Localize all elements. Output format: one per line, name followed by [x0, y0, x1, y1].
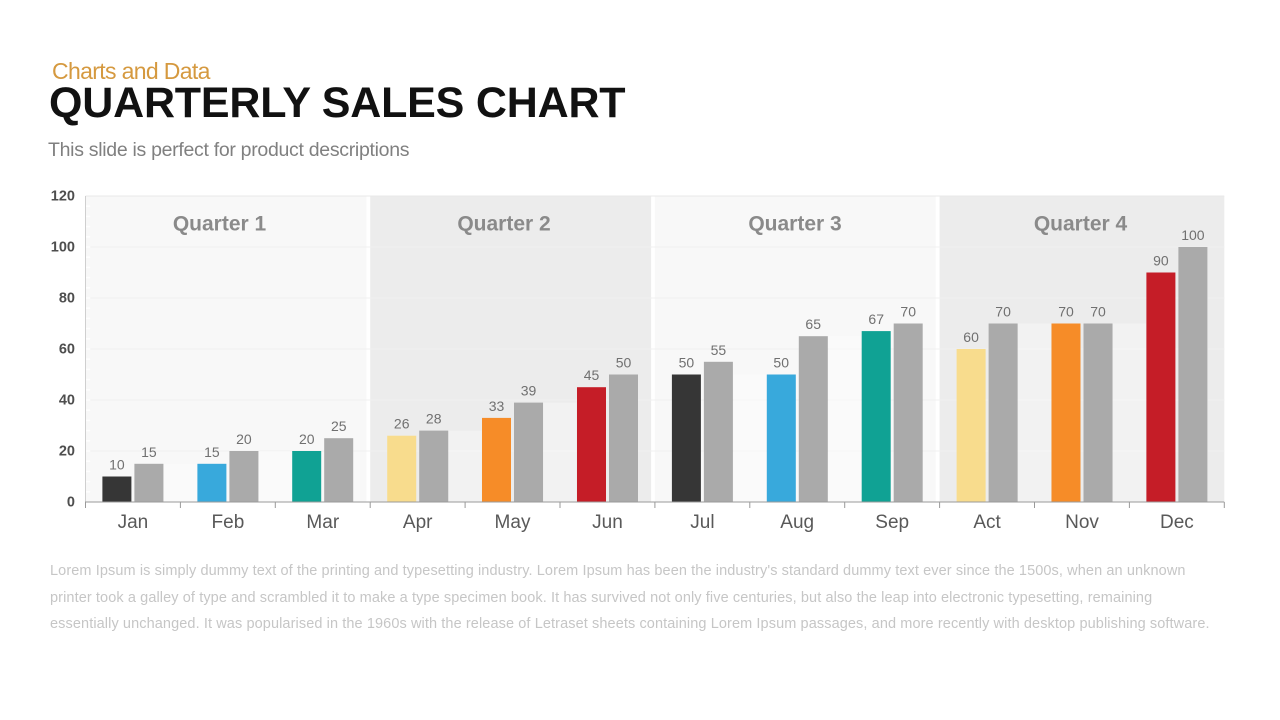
svg-text:15: 15 [141, 444, 157, 460]
svg-text:65: 65 [805, 316, 821, 332]
svg-text:100: 100 [1181, 227, 1205, 243]
svg-text:55: 55 [711, 342, 727, 358]
svg-text:60: 60 [963, 329, 979, 345]
svg-text:100: 100 [51, 240, 75, 256]
svg-text:Dec: Dec [1160, 512, 1194, 533]
svg-text:Act: Act [973, 512, 1001, 533]
svg-text:40: 40 [59, 393, 75, 409]
svg-text:20: 20 [299, 431, 315, 447]
svg-text:90: 90 [1153, 253, 1169, 269]
svg-text:0: 0 [67, 495, 75, 511]
svg-text:Apr: Apr [403, 512, 433, 533]
svg-text:80: 80 [59, 291, 75, 307]
svg-text:Quarter 2: Quarter 2 [457, 213, 550, 236]
svg-text:26: 26 [394, 416, 410, 432]
svg-text:Sep: Sep [875, 512, 909, 533]
svg-text:10: 10 [109, 457, 125, 473]
svg-text:60: 60 [59, 342, 75, 358]
svg-text:45: 45 [584, 367, 600, 383]
svg-text:Quarter 1: Quarter 1 [173, 213, 267, 236]
svg-text:50: 50 [616, 355, 632, 371]
svg-text:15: 15 [204, 444, 220, 460]
svg-text:Aug: Aug [780, 512, 814, 533]
svg-text:Jun: Jun [592, 512, 623, 533]
svg-text:Feb: Feb [212, 512, 245, 533]
svg-text:120: 120 [51, 189, 75, 205]
svg-text:Jul: Jul [690, 512, 714, 533]
svg-text:33: 33 [489, 398, 505, 414]
svg-text:70: 70 [900, 304, 916, 320]
svg-text:Mar: Mar [306, 512, 339, 533]
svg-text:May: May [495, 512, 531, 533]
svg-text:20: 20 [236, 431, 252, 447]
svg-text:39: 39 [521, 383, 537, 399]
svg-text:20: 20 [59, 444, 75, 460]
svg-text:28: 28 [426, 411, 442, 427]
svg-text:50: 50 [679, 355, 695, 371]
svg-text:67: 67 [868, 311, 884, 327]
svg-text:70: 70 [1058, 304, 1074, 320]
svg-text:50: 50 [773, 355, 789, 371]
svg-text:Jan: Jan [118, 512, 149, 533]
svg-text:70: 70 [995, 304, 1011, 320]
svg-text:25: 25 [331, 418, 347, 434]
svg-text:Nov: Nov [1065, 512, 1099, 533]
svg-text:70: 70 [1090, 304, 1106, 320]
svg-text:Quarter 4: Quarter 4 [1034, 213, 1128, 236]
svg-text:Quarter 3: Quarter 3 [748, 213, 841, 236]
